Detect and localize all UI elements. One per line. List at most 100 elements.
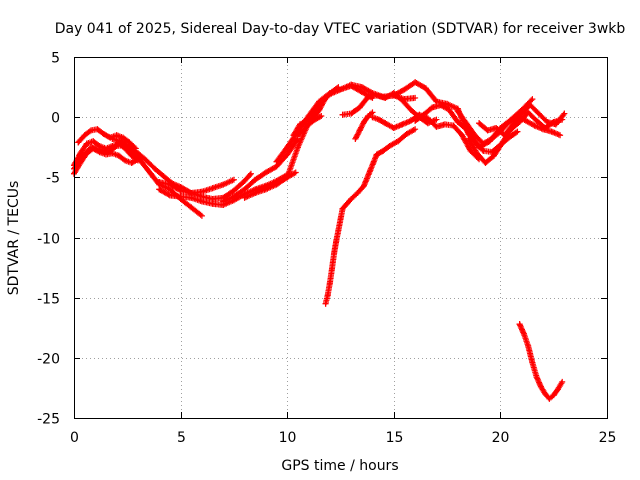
data-point [527,102,534,109]
data-point [482,159,489,166]
y-tick-label: 5 [51,51,60,67]
x-tick-label: 20 [492,430,510,446]
data-point [81,132,88,139]
data-point [94,126,101,133]
data-point [531,122,538,129]
data-point [559,378,566,385]
series-arc-16 [352,109,376,142]
data-point [501,132,508,139]
data-point [128,159,135,166]
data-point [328,88,335,95]
data-point [476,120,483,127]
series-arc-19 [412,102,521,156]
data-series [71,79,568,402]
data-point [322,300,329,307]
series-arc-7 [156,176,237,196]
data-point [230,187,237,194]
data-point [450,122,457,129]
series-arc-13 [294,112,325,139]
data-point [152,165,159,172]
data-point [354,189,361,196]
data-point [542,390,549,397]
data-point [484,127,491,134]
y-tick-label: 0 [51,111,60,127]
data-point [399,97,406,104]
x-tick-label: 5 [177,430,186,446]
series-arc-8 [220,135,301,205]
data-point [284,151,291,158]
data-point [292,169,299,176]
series-arc-12 [290,84,342,139]
data-point [510,121,517,128]
data-point [412,126,419,133]
data-point [296,121,303,128]
data-point [373,92,380,99]
data-point [352,135,359,142]
data-point [335,84,342,91]
data-point [454,108,461,115]
x-tick-label: 10 [279,430,297,446]
data-point [147,170,154,177]
data-point [134,150,141,157]
data-point [88,127,95,134]
data-point [529,359,536,366]
data-point [252,187,259,194]
data-point [262,183,269,190]
data-point [331,250,338,257]
data-point [177,193,184,200]
data-point [358,84,365,91]
data-point [128,152,135,159]
data-point [273,180,280,187]
data-point [382,94,389,101]
data-point [109,143,116,150]
data-point [198,188,205,195]
data-point [548,128,555,135]
data-point [542,124,549,131]
data-point [544,118,551,125]
data-point [77,150,84,157]
data-point [198,198,205,205]
y-tick-label: -5 [46,171,60,187]
axis-ticks: 0 5 10 15 20 25 5 0 -5 -10 -15 -20 -25 [37,51,616,447]
data-point [424,115,431,122]
data-point [188,204,195,211]
data-point [561,110,568,117]
data-point [166,192,173,199]
data-point [252,176,259,183]
data-point [348,81,355,88]
data-point [491,152,498,159]
data-point [209,200,216,207]
data-point [522,117,529,124]
data-point [348,195,355,202]
data-point [552,121,559,128]
data-point [437,102,444,109]
data-point [241,177,248,184]
data-point [459,132,466,139]
data-point [303,117,310,124]
data-point [535,110,542,117]
data-point [514,128,521,135]
data-point [126,144,133,151]
data-point [166,181,173,188]
data-point [412,117,419,124]
data-point [120,134,127,141]
data-point [529,96,536,103]
data-point [209,185,216,192]
x-tick-label: 0 [70,430,79,446]
data-point [444,100,451,107]
data-point [518,110,525,117]
data-point [311,116,318,123]
data-point [100,131,107,138]
data-point [160,173,167,180]
data-point [339,205,346,212]
data-point [546,395,553,402]
data-point [390,92,397,99]
data-point [533,117,540,124]
data-point [247,170,254,177]
data-point [139,159,146,166]
x-axis-label: GPS time / hours [281,458,398,474]
data-point [520,330,527,337]
data-point [403,131,410,138]
